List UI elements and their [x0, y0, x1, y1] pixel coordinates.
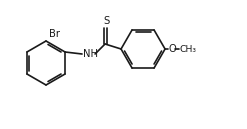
- Text: Br: Br: [49, 29, 60, 39]
- Text: CH₃: CH₃: [179, 45, 196, 54]
- Text: O: O: [168, 44, 176, 54]
- Text: S: S: [103, 16, 109, 26]
- Text: NH: NH: [83, 49, 98, 59]
